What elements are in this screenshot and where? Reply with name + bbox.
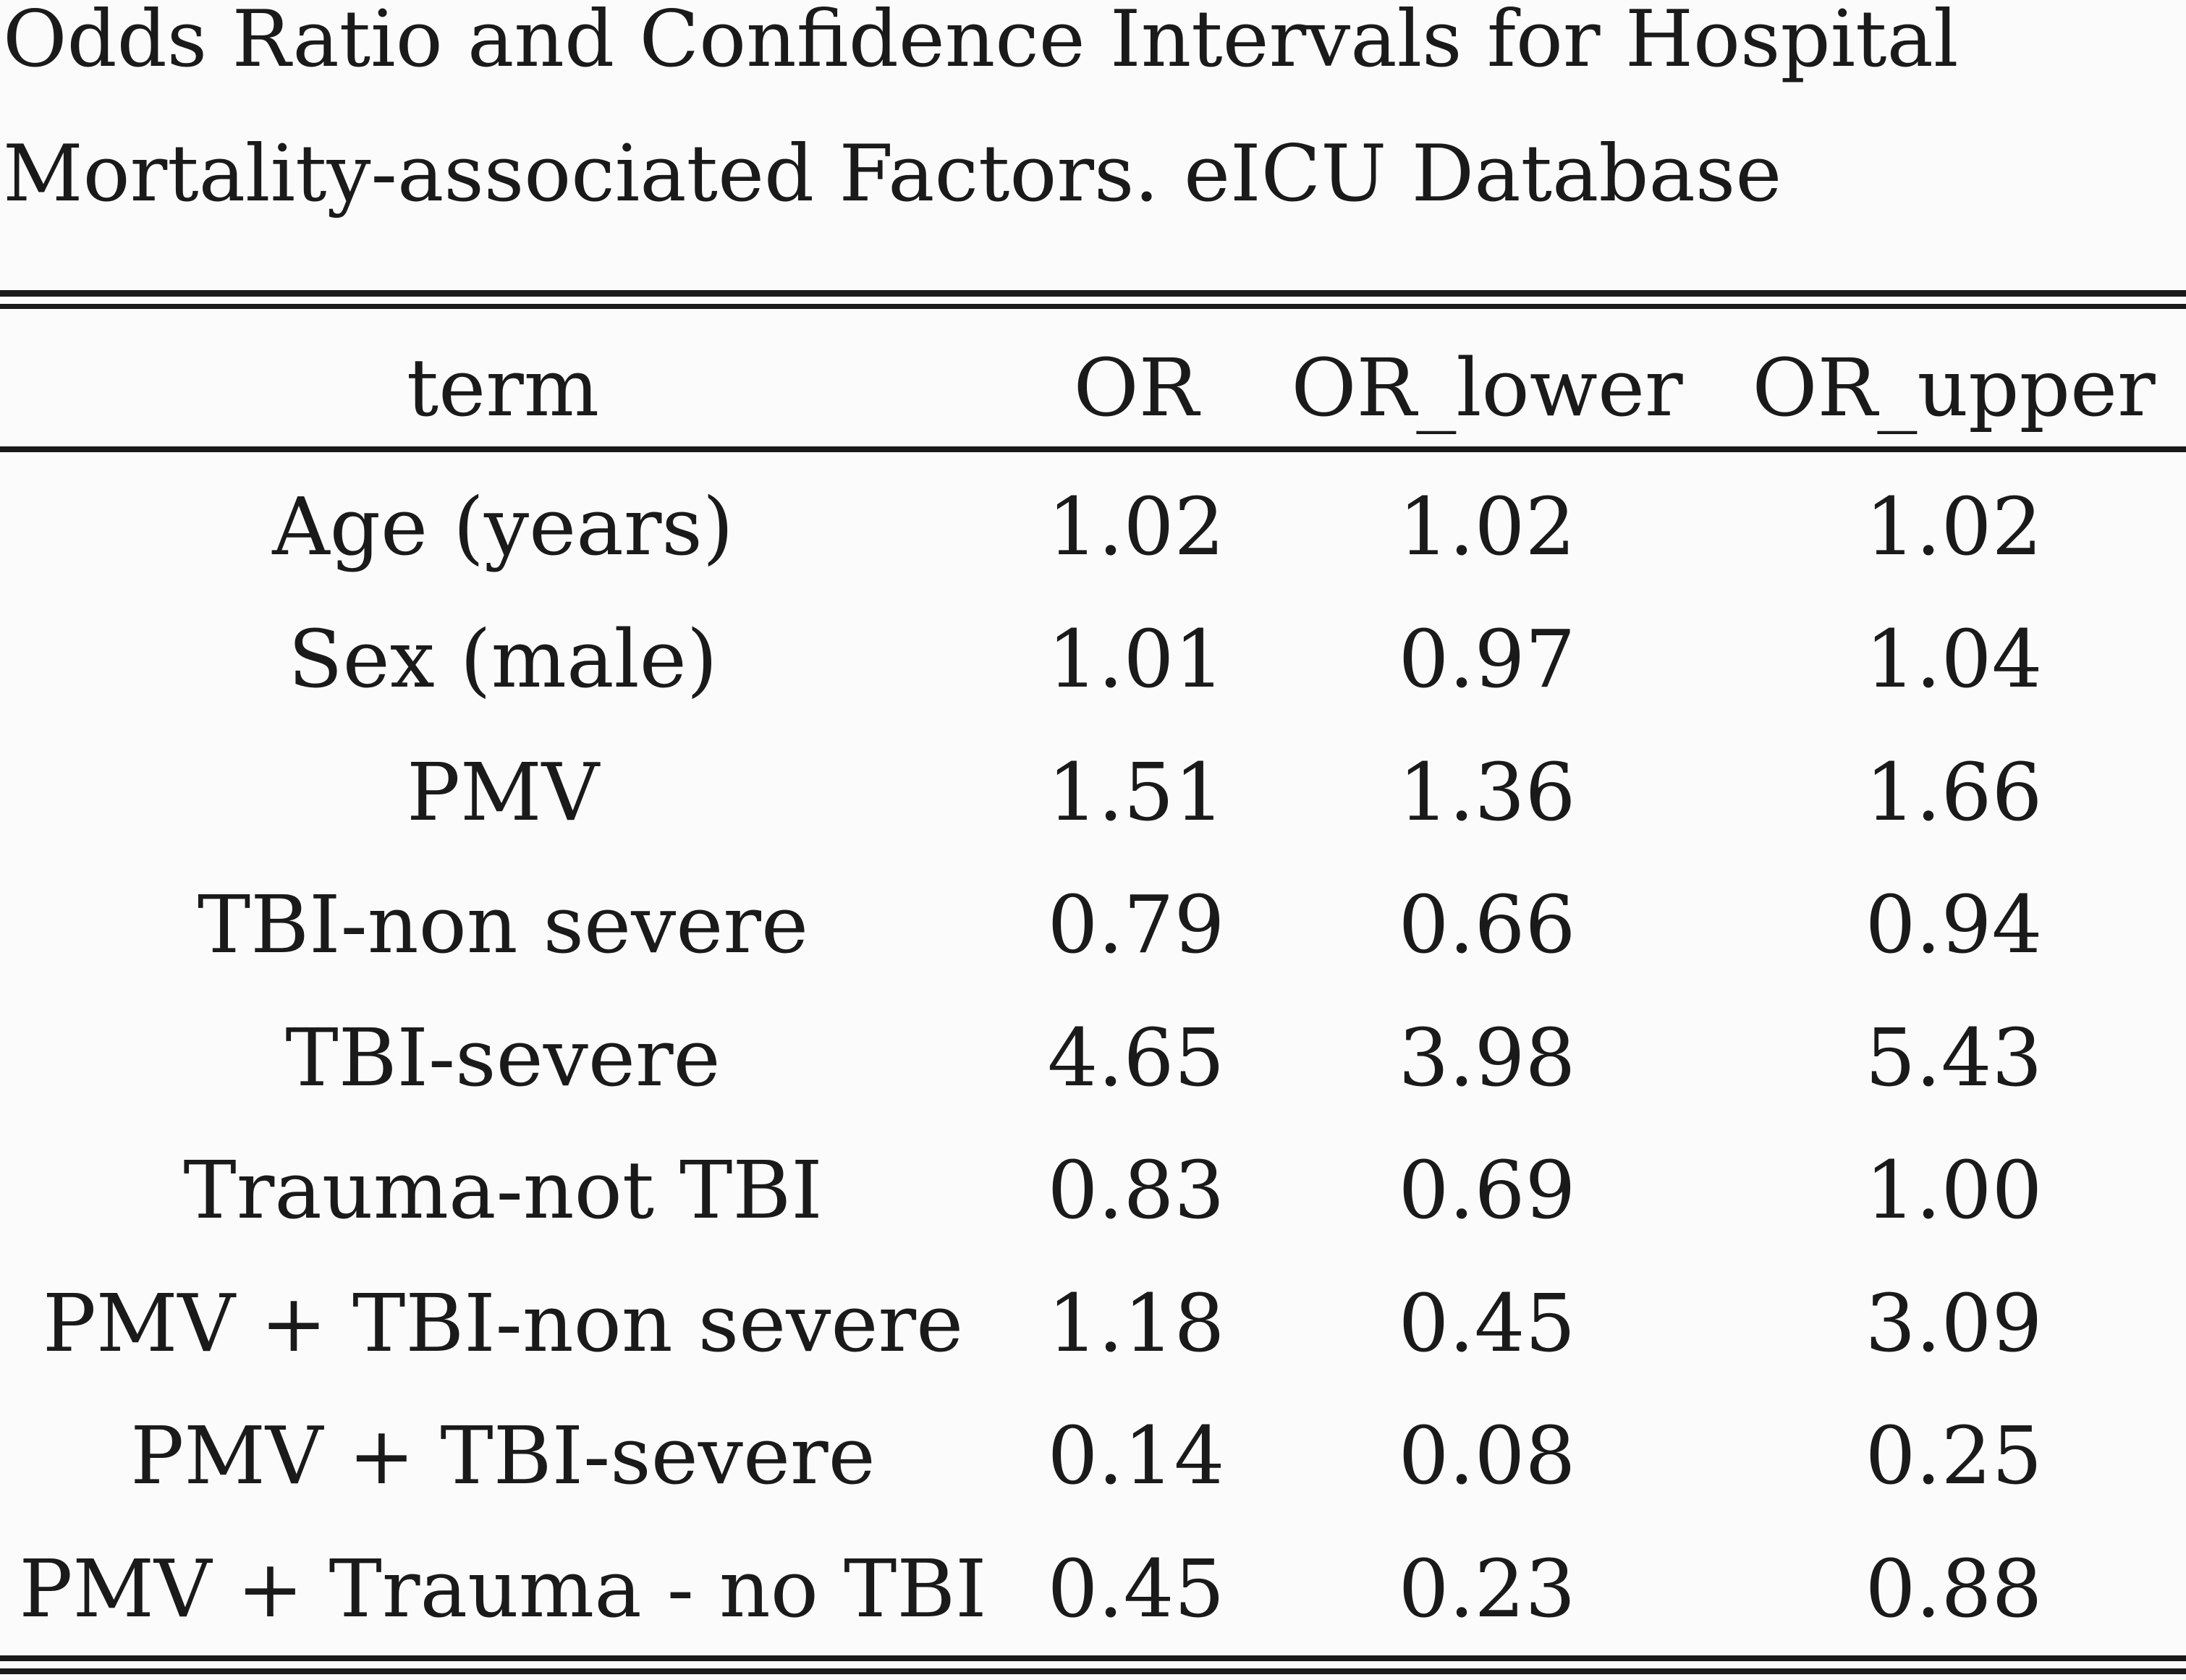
- column-header-or: OR: [1073, 341, 1199, 434]
- row-term: Sex (male): [288, 613, 718, 705]
- row-or-upper: 1.02: [1865, 480, 2043, 573]
- header-rule: [0, 446, 2186, 452]
- row-or-lower: 3.98: [1398, 1011, 1576, 1104]
- row-or: 1.18: [1047, 1277, 1225, 1370]
- row-term: PMV: [406, 746, 600, 839]
- row-or: 0.14: [1047, 1409, 1225, 1502]
- row-or-lower: 0.23: [1398, 1543, 1576, 1635]
- table-title-line-1: Odds Ratio and Confidence Intervals for …: [3, 0, 1959, 85]
- bottom-rule-inner: [0, 1655, 2186, 1661]
- row-or-upper: 0.94: [1865, 878, 2043, 971]
- row-or-lower: 0.97: [1398, 613, 1576, 705]
- row-or: 0.79: [1047, 878, 1225, 971]
- bottom-rule-outer: [0, 1668, 2186, 1674]
- row-term: PMV + TBI-severe: [130, 1409, 876, 1502]
- row-term: PMV + TBI-non severe: [42, 1277, 964, 1370]
- row-or-upper: 3.09: [1865, 1277, 2043, 1370]
- row-term: TBI-severe: [285, 1011, 721, 1104]
- row-or-upper: 0.25: [1865, 1409, 2043, 1502]
- row-or-upper: 5.43: [1865, 1011, 2043, 1104]
- row-or: 1.01: [1047, 613, 1225, 705]
- row-or-lower: 0.08: [1398, 1409, 1576, 1502]
- row-or: 1.02: [1047, 480, 1225, 573]
- row-or: 1.51: [1047, 746, 1225, 839]
- row-or: 0.83: [1047, 1144, 1225, 1236]
- top-rule-inner: [0, 304, 2186, 309]
- row-or-upper: 1.00: [1865, 1144, 2043, 1236]
- row-or-upper: 1.66: [1865, 746, 2043, 839]
- row-or-upper: 1.04: [1865, 613, 2043, 705]
- row-or: 0.45: [1047, 1543, 1225, 1635]
- row-or-lower: 0.66: [1398, 878, 1576, 971]
- row-or-lower: 1.02: [1398, 480, 1576, 573]
- row-or-lower: 1.36: [1398, 746, 1576, 839]
- row-or-upper: 0.88: [1865, 1543, 2043, 1635]
- column-header-or-lower: OR_lower: [1291, 341, 1683, 434]
- row-term: TBI-non severe: [197, 878, 809, 971]
- column-header-term: term: [406, 341, 600, 434]
- row-term: Trauma-not TBI: [183, 1144, 823, 1236]
- top-rule-outer: [0, 290, 2186, 297]
- row-term: Age (years): [272, 480, 734, 573]
- table-title: Odds Ratio and Confidence Intervals for …: [3, 0, 2174, 242]
- row-or: 4.65: [1047, 1011, 1225, 1104]
- column-header-or-upper: OR_upper: [1752, 341, 2156, 434]
- row-or-lower: 0.69: [1398, 1144, 1576, 1236]
- row-or-lower: 0.45: [1398, 1277, 1576, 1370]
- row-term: PMV + Trauma - no TBI: [19, 1543, 987, 1635]
- table-title-line-2: Mortality-associated Factors. eICU Datab…: [3, 129, 1782, 219]
